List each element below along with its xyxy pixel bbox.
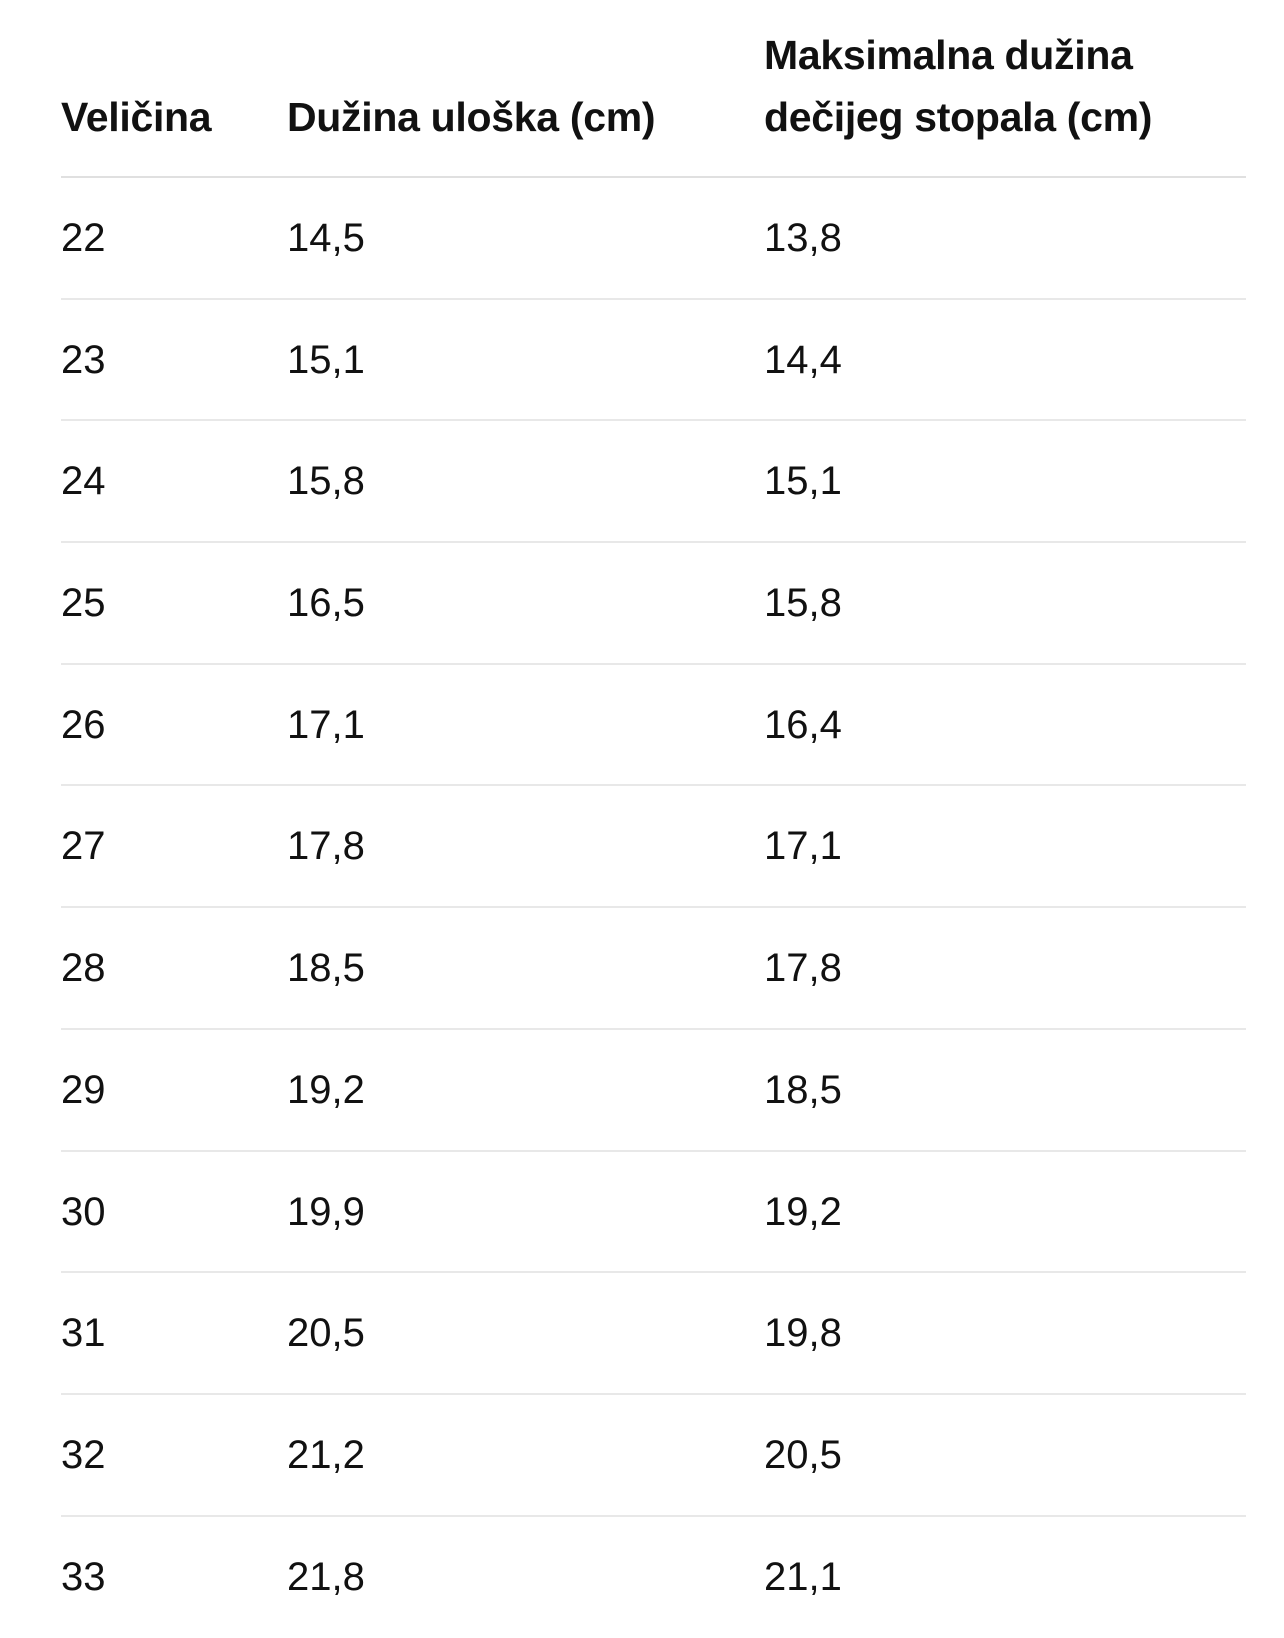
cell-size: 30 (61, 1189, 106, 1234)
cell-insole-length: 20,5 (287, 1311, 365, 1356)
header-line-2: dečijeg stopala (cm) (764, 94, 1153, 140)
cell-max-foot-length: 17,1 (764, 824, 842, 869)
table-row: 28 18,5 17,8 (61, 908, 1246, 1030)
cell-insole-length: 15,1 (287, 337, 365, 382)
cell-insole-length: 19,2 (287, 1067, 365, 1112)
header-insole-length: Dužina uloška (cm) (287, 94, 656, 140)
cell-max-foot-length: 15,1 (764, 459, 842, 504)
cell-size: 27 (61, 824, 106, 869)
cell-size: 29 (61, 1067, 106, 1112)
cell-max-foot-length: 21,1 (764, 1554, 842, 1599)
table-row: 29 19,2 18,5 (61, 1030, 1246, 1152)
cell-size: 22 (61, 216, 106, 260)
cell-size: 23 (61, 337, 106, 382)
cell-max-foot-length: 13,8 (764, 216, 842, 260)
cell-max-foot-length: 19,8 (764, 1311, 842, 1356)
size-chart-table: Veličina Dužina uloška (cm) Maksimalna d… (61, 0, 1246, 1638)
cell-insole-length: 21,2 (287, 1432, 365, 1477)
table-row: 27 17,8 17,1 (61, 786, 1246, 909)
cell-size: 26 (61, 702, 106, 747)
table-row: 23 15,1 14,4 (61, 300, 1246, 422)
cell-max-foot-length: 14,4 (764, 337, 842, 382)
cell-max-foot-length: 16,4 (764, 702, 842, 747)
cell-insole-length: 17,8 (287, 824, 365, 869)
header-max-foot-length: Maksimalna dužina dečijeg stopala (cm) (764, 24, 1152, 148)
cell-max-foot-length: 18,5 (764, 1067, 842, 1112)
table-body: 22 14,5 13,8 23 15,1 14,4 24 15,8 15,1 25 16,5 15,8… (61, 178, 1246, 1638)
table-row: 33 21,8 21,1 (61, 1517, 1246, 1638)
cell-insole-length: 15,8 (287, 459, 365, 504)
cell-size: 32 (61, 1432, 106, 1477)
table-row: 32 21,2 20,5 (61, 1395, 1246, 1517)
cell-max-foot-length: 19,2 (764, 1189, 842, 1234)
cell-insole-length: 14,5 (287, 216, 365, 260)
table-row: 25 16,5 15,8 (61, 543, 1246, 665)
table-row: 31 20,5 19,8 (61, 1273, 1246, 1395)
table-row: 26 17,1 16,4 (61, 665, 1246, 787)
cell-size: 28 (61, 946, 106, 991)
cell-insole-length: 21,8 (287, 1554, 365, 1599)
cell-max-foot-length: 20,5 (764, 1432, 842, 1477)
cell-max-foot-length: 17,8 (764, 946, 842, 991)
cell-size: 33 (61, 1554, 106, 1599)
table-header: Veličina Dužina uloška (cm) Maksimalna d… (61, 0, 1246, 178)
header-size: Veličina (61, 94, 212, 140)
cell-insole-length: 18,5 (287, 946, 365, 991)
table-row: 24 15,8 15,1 (61, 421, 1246, 544)
cell-insole-length: 17,1 (287, 702, 365, 747)
cell-size: 31 (61, 1311, 106, 1356)
cell-size: 25 (61, 581, 106, 626)
table-row: 22 14,5 13,8 (61, 178, 1246, 300)
cell-max-foot-length: 15,8 (764, 581, 842, 626)
cell-insole-length: 16,5 (287, 581, 365, 626)
header-line-1: Maksimalna dužina (764, 32, 1133, 78)
cell-size: 24 (61, 459, 106, 504)
table-row: 30 19,9 19,2 (61, 1152, 1246, 1274)
cell-insole-length: 19,9 (287, 1189, 365, 1234)
